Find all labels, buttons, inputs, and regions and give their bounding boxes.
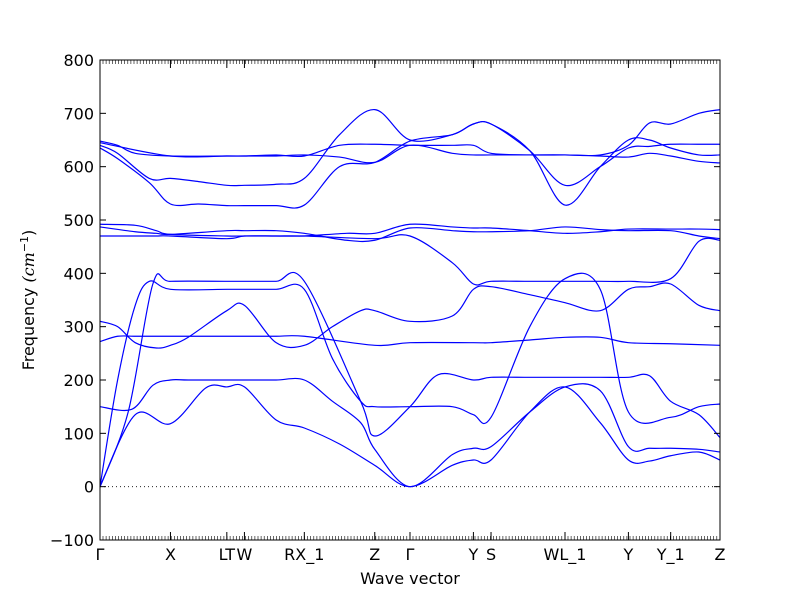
y-tick-label: 800	[63, 51, 94, 70]
y-tick-label: 300	[63, 318, 94, 337]
x-tick-label: Y	[468, 545, 479, 564]
phonon-branch-7	[100, 234, 721, 286]
y-tick-label: 500	[63, 211, 94, 230]
x-tick-label: Y_1	[656, 545, 685, 565]
y-tick-label: −100	[50, 531, 94, 550]
x-tick-label: Z	[715, 545, 726, 564]
phonon-branch-8	[99, 226, 721, 243]
x-axis-label: Wave vector	[360, 569, 460, 588]
x-minor-ticks	[102, 60, 721, 540]
x-tick-label: RX_1	[284, 545, 324, 565]
plot-frame	[99, 59, 721, 541]
x-axis-ticks: Γ X LT W RX_1 Z Γ Y S WL_1 Y Y_1 Z	[96, 60, 726, 565]
phonon-branch-1	[99, 383, 721, 488]
x-tick-label: Γ	[406, 545, 415, 564]
minor-tick-layer	[102, 60, 721, 540]
y-tick-label: 400	[63, 264, 94, 283]
phonon-branch-12	[99, 140, 721, 164]
phonon-branch-6	[99, 272, 721, 487]
x-tick-label: Γ	[96, 545, 105, 564]
y-tick-label: 200	[63, 371, 94, 390]
phonon-branch-11	[99, 108, 720, 187]
phonon-branch-9	[99, 223, 721, 237]
x-tick-label: Y	[623, 545, 634, 564]
y-tick-label: 600	[63, 158, 94, 177]
x-tick-label: X	[165, 545, 176, 564]
x-tick-label: WL_1	[544, 545, 587, 565]
y-axis-label: Frequency (cm−1)	[18, 230, 38, 371]
series-layer	[99, 108, 721, 488]
phonon-branch-10	[99, 120, 721, 209]
y-axis-ticks: −100 0 100 200 300 400 500 600 700 800	[50, 51, 720, 550]
phonon-branch-13	[99, 109, 721, 158]
y-tick-label: 0	[84, 478, 94, 497]
x-tick-label: Z	[369, 545, 380, 564]
y-tick-label: 700	[63, 104, 94, 123]
x-tick-label: W	[237, 545, 253, 564]
y-tick-label: 100	[63, 424, 94, 443]
x-tick-label: S	[486, 545, 496, 564]
phonon-branch-4	[99, 282, 721, 349]
phonon-branch-2	[99, 377, 721, 488]
phonon-branch-5	[99, 335, 721, 347]
x-tick-label: LT	[219, 545, 236, 564]
